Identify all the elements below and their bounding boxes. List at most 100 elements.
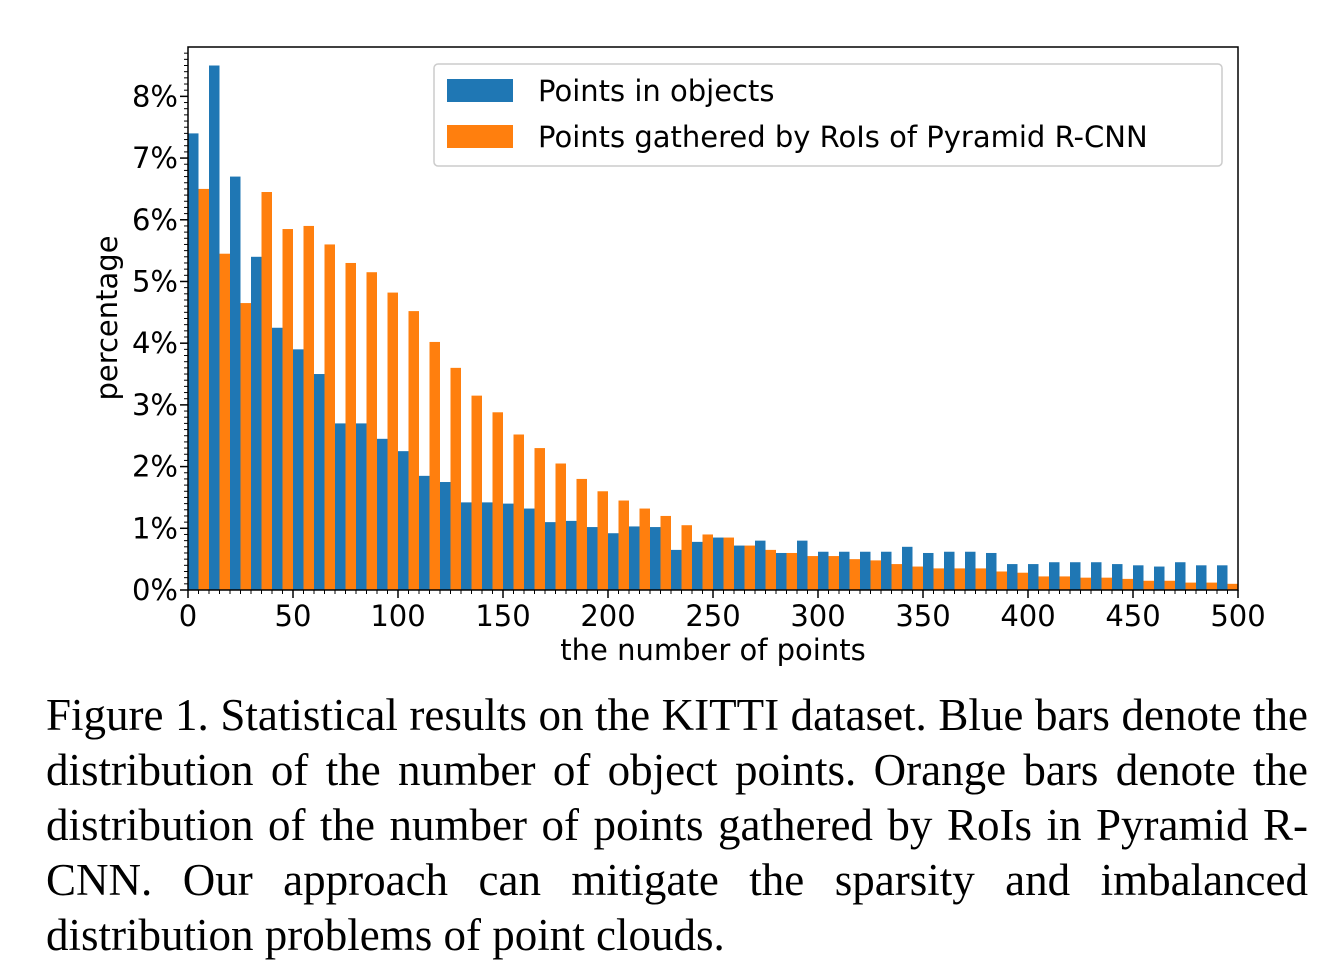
bar-series1-bin-20 bbox=[240, 303, 251, 590]
bar-series1-bin-430 bbox=[1101, 577, 1112, 590]
bar-series0-bin-470 bbox=[1175, 562, 1186, 590]
bar-series0-bin-320 bbox=[860, 551, 871, 590]
bar-series1-bin-310 bbox=[849, 559, 860, 590]
bar-chart: 0 50 100 150 200 250 300 350 400 450 500 0% 1% 2% 3% 4… bbox=[90, 46, 1266, 667]
bar-series0-bin-160 bbox=[524, 508, 535, 590]
bar-series0-bin-120 bbox=[440, 482, 451, 590]
x-tick-label: 150 bbox=[475, 599, 530, 633]
bar-series1-bin-250 bbox=[723, 537, 734, 590]
ticks-layer bbox=[180, 52, 1239, 598]
x-tick-label: 300 bbox=[790, 599, 845, 633]
bar-series0-bin-130 bbox=[461, 502, 472, 590]
x-tick-label: 250 bbox=[685, 599, 740, 633]
y-tick-label: 8% bbox=[132, 79, 178, 113]
bar-series0-bin-480 bbox=[1196, 565, 1207, 590]
bar-series0-bin-70 bbox=[335, 423, 346, 590]
bar-series1-bin-60 bbox=[324, 244, 335, 590]
bar-series0-bin-360 bbox=[944, 551, 955, 590]
bar-series0-bin-220 bbox=[650, 527, 661, 590]
legend-swatch-points-in-objects bbox=[447, 79, 513, 102]
bar-series0-bin-290 bbox=[797, 540, 808, 590]
bar-series0-bin-240 bbox=[692, 541, 703, 590]
bar-series1-bin-470 bbox=[1185, 582, 1196, 590]
bar-series1-bin-130 bbox=[471, 395, 482, 590]
bar-series0-bin-10 bbox=[209, 65, 220, 590]
bar-series0-bin-350 bbox=[923, 552, 934, 590]
bar-series1-bin-80 bbox=[366, 272, 377, 590]
bar-series0-bin-100 bbox=[398, 451, 409, 590]
bar-series1-bin-370 bbox=[975, 568, 986, 590]
bar-series0-bin-490 bbox=[1217, 565, 1228, 590]
y-tick-labels: 0% 1% 2% 3% 4% 5% 6% 7% 8% bbox=[132, 79, 178, 607]
bar-series1-bin-290 bbox=[807, 556, 818, 590]
bar-series1-bin-300 bbox=[828, 556, 839, 590]
bar-series1-bin-400 bbox=[1038, 576, 1049, 590]
bar-series0-bin-210 bbox=[629, 526, 640, 590]
x-tick-label: 50 bbox=[275, 599, 312, 633]
bar-series0-bin-270 bbox=[755, 540, 766, 590]
bar-series0-bin-170 bbox=[545, 522, 556, 591]
bar-series1-bin-200 bbox=[618, 500, 629, 590]
x-tick-label: 450 bbox=[1105, 599, 1160, 633]
y-tick-label: 0% bbox=[132, 573, 178, 607]
bar-series1-bin-10 bbox=[219, 253, 230, 590]
bar-series1-bin-480 bbox=[1206, 582, 1217, 590]
bar-series0-bin-30 bbox=[251, 256, 262, 590]
legend-label-points-in-objects: Points in objects bbox=[538, 74, 774, 108]
bar-series0-bin-300 bbox=[818, 551, 829, 590]
x-tick-label: 500 bbox=[1210, 599, 1265, 633]
bar-series1-bin-220 bbox=[660, 515, 671, 590]
bar-series1-bin-70 bbox=[345, 262, 356, 590]
bar-series0-bin-420 bbox=[1070, 562, 1081, 590]
bar-series1-bin-50 bbox=[303, 225, 314, 590]
x-tick-label: 350 bbox=[895, 599, 950, 633]
bar-series0-bin-390 bbox=[1007, 564, 1018, 590]
bar-series1-bin-340 bbox=[912, 566, 923, 590]
y-tick-label: 3% bbox=[132, 388, 178, 422]
y-tick-label: 6% bbox=[132, 203, 178, 237]
bar-series0-bin-260 bbox=[734, 545, 745, 590]
legend-box bbox=[433, 63, 1223, 167]
bar-series1-bin-460 bbox=[1164, 580, 1175, 590]
bar-series1-bin-30 bbox=[261, 192, 272, 590]
x-tick-label: 400 bbox=[1000, 599, 1055, 633]
bar-series0-bin-200 bbox=[608, 533, 619, 590]
bar-series1-bin-40 bbox=[282, 229, 293, 590]
legend-swatch-pyramid-rcnn bbox=[447, 125, 513, 148]
bar-series0-bin-110 bbox=[419, 475, 430, 590]
bar-series0-bin-180 bbox=[566, 520, 577, 590]
bar-series0-bin-140 bbox=[482, 502, 493, 590]
legend: Points in objects Points gathered by RoI… bbox=[433, 63, 1223, 167]
figure-caption: Figure 1. Statistical results on the KIT… bbox=[46, 690, 1308, 960]
bar-series1-bin-140 bbox=[492, 412, 503, 590]
bar-series1-bin-270 bbox=[765, 549, 776, 590]
bar-series1-bin-0 bbox=[198, 188, 209, 591]
bar-series1-bin-230 bbox=[681, 525, 692, 590]
bar-series1-bin-90 bbox=[387, 292, 398, 590]
bar-series0-bin-0 bbox=[188, 133, 199, 590]
bar-series0-bin-410 bbox=[1049, 562, 1060, 590]
bar-series1-bin-160 bbox=[534, 448, 545, 590]
bar-series0-bin-40 bbox=[272, 327, 283, 590]
bar-series0-bin-250 bbox=[713, 537, 724, 590]
bar-series1-bin-380 bbox=[996, 571, 1007, 590]
bar-series1-bin-350 bbox=[933, 568, 944, 590]
bar-series0-bin-90 bbox=[377, 438, 388, 590]
y-tick-label: 1% bbox=[132, 511, 178, 545]
bar-series1-bin-190 bbox=[597, 491, 608, 590]
y-tick-label: 5% bbox=[132, 264, 178, 298]
bar-series1-bin-170 bbox=[555, 463, 566, 590]
y-tick-label: 2% bbox=[132, 450, 178, 484]
bar-series1-bin-210 bbox=[639, 508, 650, 590]
bar-series0-bin-280 bbox=[776, 552, 787, 590]
bar-series1-bin-450 bbox=[1143, 580, 1154, 590]
bar-series1-bin-110 bbox=[429, 341, 440, 590]
x-tick-labels: 0 50 100 150 200 250 300 350 400 450 500 bbox=[179, 599, 1266, 633]
bar-series0-bin-370 bbox=[965, 551, 976, 590]
bar-series1-bin-410 bbox=[1059, 576, 1070, 590]
bars-layer bbox=[188, 65, 1238, 591]
bar-series0-bin-330 bbox=[881, 551, 892, 590]
y-axis-label: percentage bbox=[90, 235, 124, 400]
bar-series1-bin-360 bbox=[954, 568, 965, 590]
bar-series0-bin-310 bbox=[839, 551, 850, 590]
